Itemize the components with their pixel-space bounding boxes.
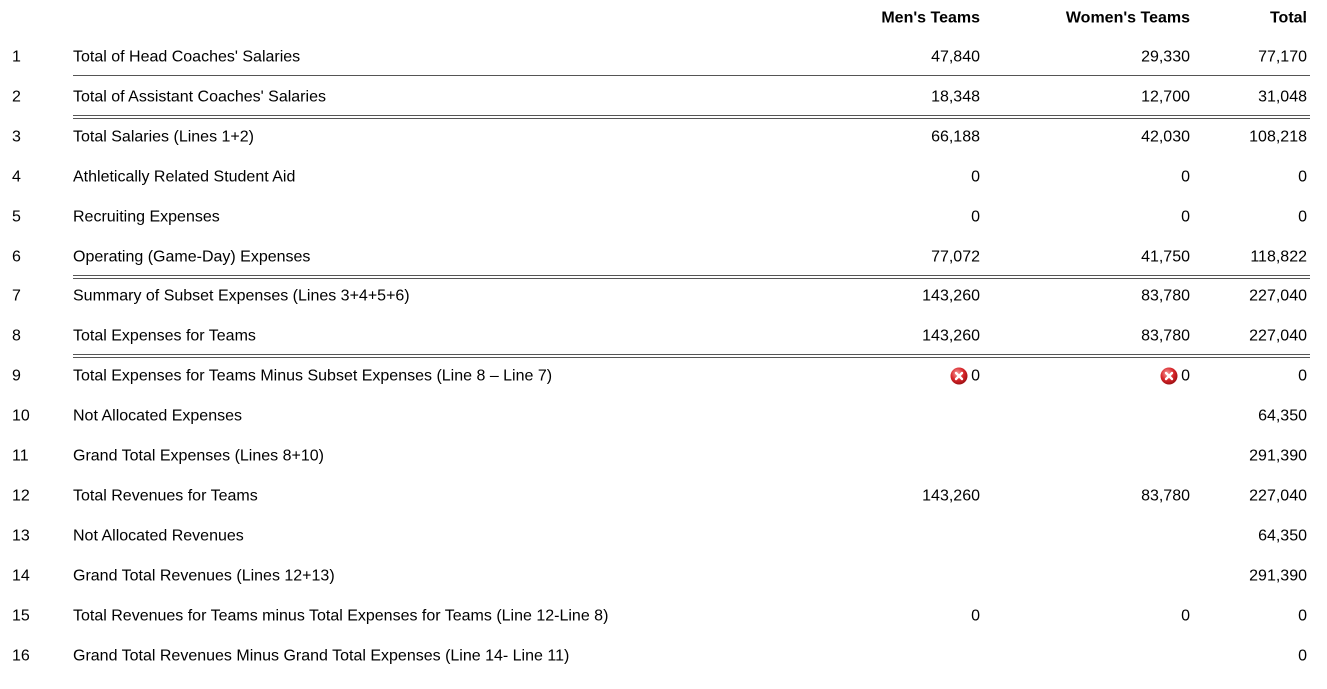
row-label: Total Revenues for Teams minus Total Exp… xyxy=(73,607,609,625)
line-number: 9 xyxy=(12,367,21,385)
line-number: 1 xyxy=(12,48,21,66)
value-cell: 118,822 xyxy=(1250,248,1307,265)
value-cell: 83,780 xyxy=(1141,487,1190,505)
error-icon xyxy=(950,367,968,385)
value-cell: 0 xyxy=(1181,367,1190,385)
value-cell: 66,188 xyxy=(931,128,980,146)
line-number: 2 xyxy=(12,88,21,106)
column-header: Men's Teams xyxy=(881,9,980,27)
value-cell: 143,260 xyxy=(922,287,980,305)
value-cell: 0 xyxy=(1181,208,1190,226)
value-cell: 64,350 xyxy=(1258,527,1307,545)
value-cell: 83,780 xyxy=(1141,327,1190,345)
value-cell: 18,348 xyxy=(931,88,980,106)
row-label: Total of Head Coaches' Salaries xyxy=(73,48,301,66)
value-cell: 31,048 xyxy=(1258,88,1307,106)
row-rule xyxy=(73,274,1310,279)
line-number: 11 xyxy=(12,447,29,465)
line-number: 4 xyxy=(12,168,21,186)
value-cell: 0 xyxy=(971,367,980,385)
row-label: Summary of Subset Expenses (Lines 3+4+5+… xyxy=(73,287,410,305)
line-number: 8 xyxy=(12,327,21,345)
value-cell: 42,030 xyxy=(1141,128,1190,146)
value-cell: 47,840 xyxy=(931,48,980,66)
line-number: 10 xyxy=(12,407,30,425)
row-label: Not Allocated Revenues xyxy=(73,527,244,545)
value-cell: 0 xyxy=(971,208,980,226)
value-cell: 291,390 xyxy=(1249,447,1307,465)
row-label: Not Allocated Expenses xyxy=(73,407,242,425)
value-cell: 227,040 xyxy=(1249,487,1307,505)
value-cell: 12,700 xyxy=(1141,88,1190,106)
value-cell: 143,260 xyxy=(922,327,980,345)
line-number: 16 xyxy=(12,647,30,664)
value-cell: 83,780 xyxy=(1141,287,1190,305)
value-cell: 291,390 xyxy=(1249,567,1307,585)
line-number: 6 xyxy=(12,248,21,265)
row-label: Grand Total Expenses (Lines 8+10) xyxy=(73,447,324,465)
value-cell: 0 xyxy=(971,607,980,625)
row-rule xyxy=(73,114,1310,119)
line-number: 3 xyxy=(12,128,21,146)
value-cell: 0 xyxy=(1181,168,1190,186)
line-number: 12 xyxy=(12,487,30,505)
row-label: Grand Total Revenues Minus Grand Total E… xyxy=(73,647,570,664)
row-label: Operating (Game-Day) Expenses xyxy=(73,248,311,265)
line-number: 5 xyxy=(12,208,21,226)
line-number: 7 xyxy=(12,287,21,305)
row-label: Athletically Related Student Aid xyxy=(73,168,296,186)
column-header: Total xyxy=(1269,9,1307,27)
value-cell: 77,072 xyxy=(931,248,980,265)
value-cell: 0 xyxy=(1298,367,1307,385)
line-number: 13 xyxy=(12,527,30,545)
value-cell: 0 xyxy=(1298,208,1307,226)
value-cell: 227,040 xyxy=(1249,327,1307,345)
value-cell: 227,040 xyxy=(1249,287,1307,305)
value-cell: 0 xyxy=(1298,168,1307,186)
row-label: Total Revenues for Teams xyxy=(73,487,258,505)
value-cell: 0 xyxy=(1298,647,1307,664)
value-cell: 77,170 xyxy=(1258,48,1307,66)
line-number: 15 xyxy=(12,607,30,625)
row-label: Recruiting Expenses xyxy=(73,208,220,226)
value-cell: 143,260 xyxy=(922,487,980,505)
row-rule xyxy=(73,354,1310,359)
row-label: Total Salaries (Lines 1+2) xyxy=(73,128,254,146)
row-label: Total Expenses for Teams Minus Subset Ex… xyxy=(73,367,553,385)
row-label: Total Expenses for Teams xyxy=(73,327,256,345)
value-cell: 0 xyxy=(971,168,980,186)
column-header: Women's Teams xyxy=(1065,9,1190,27)
row-label: Total of Assistant Coaches' Salaries xyxy=(73,88,326,106)
value-cell: 29,330 xyxy=(1141,48,1190,66)
row-label: Grand Total Revenues (Lines 12+13) xyxy=(73,567,335,585)
line-number: 14 xyxy=(12,567,30,585)
error-icon xyxy=(1160,367,1178,385)
value-cell: 64,350 xyxy=(1258,407,1307,425)
value-cell: 0 xyxy=(1298,607,1307,625)
value-cell: 0 xyxy=(1181,607,1190,625)
value-cell: 108,218 xyxy=(1249,128,1307,146)
value-cell: 41,750 xyxy=(1141,248,1190,265)
row-rule xyxy=(73,75,1310,76)
